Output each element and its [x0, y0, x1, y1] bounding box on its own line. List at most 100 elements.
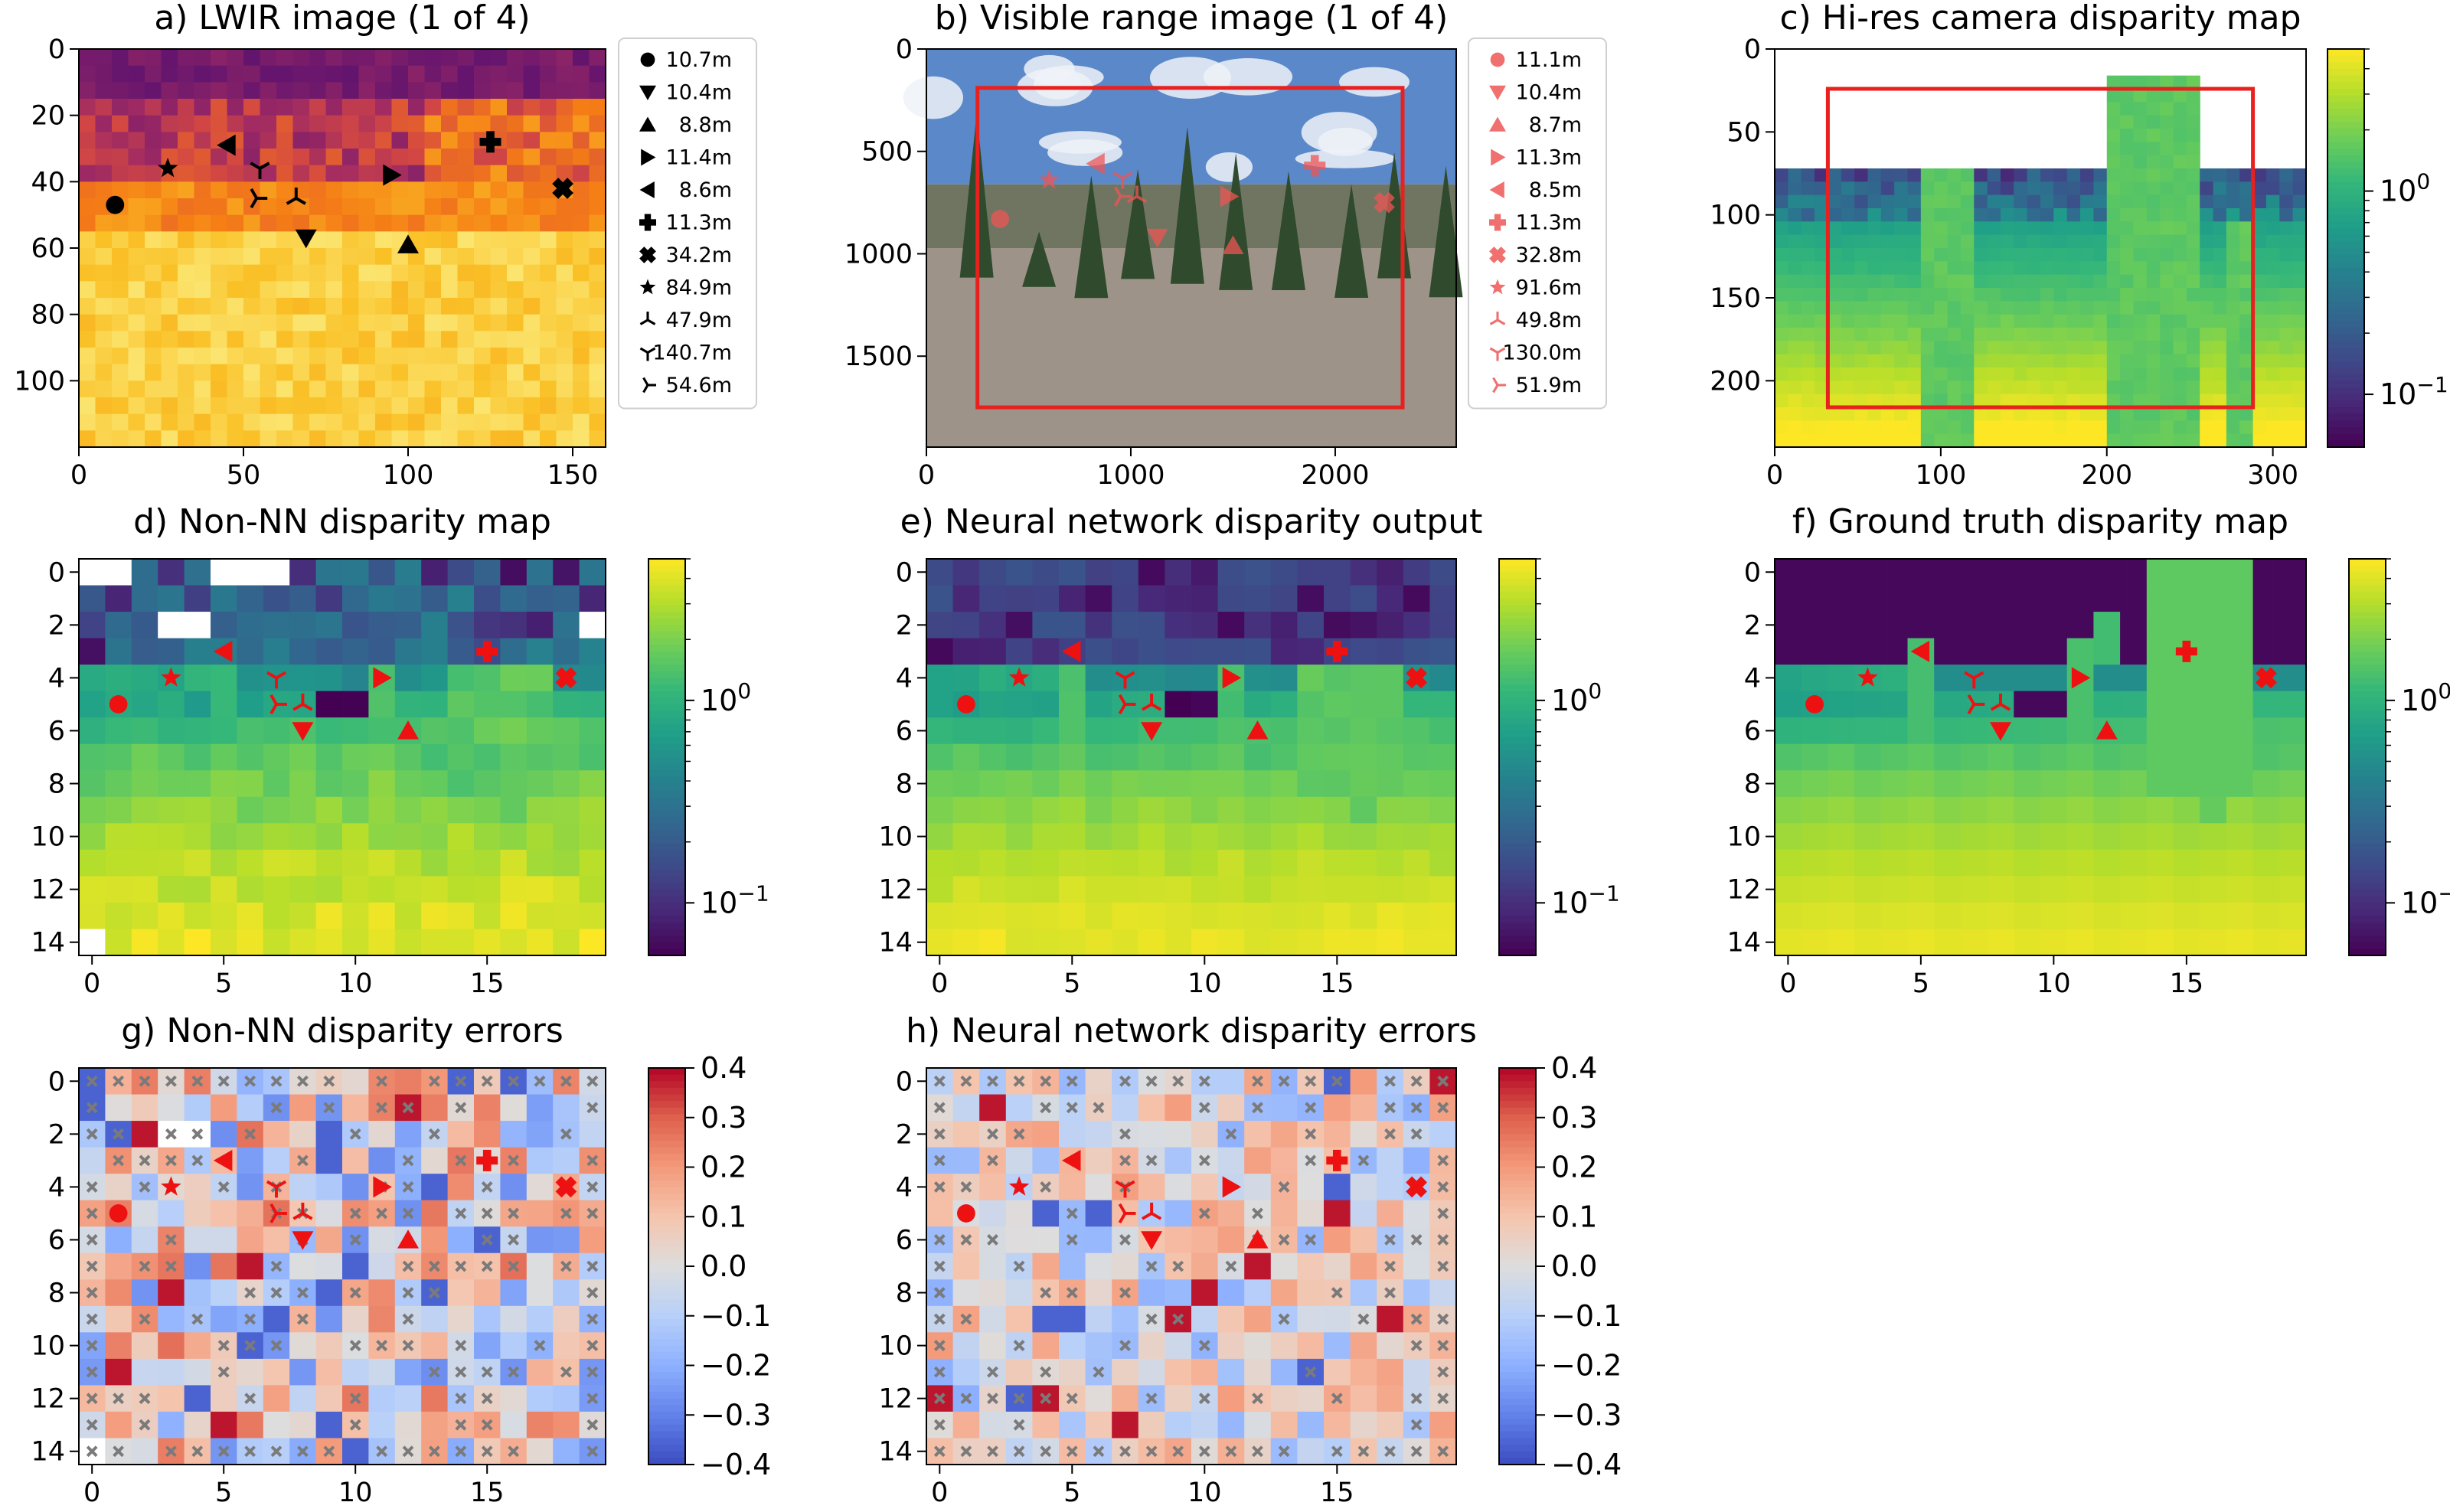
heatmap-cell [289, 902, 317, 930]
heatmap-cell [315, 1358, 343, 1386]
heatmap-cell [2093, 929, 2121, 956]
disparity-pixel [2027, 288, 2041, 302]
disparity-pixel [1880, 221, 1895, 236]
heatmap-cell [1880, 770, 1909, 798]
lwir-pixel [276, 181, 294, 199]
lwir-pixel [194, 314, 211, 331]
lwir-pixel [375, 380, 393, 398]
heatmap-cell [131, 1094, 158, 1122]
lwir-pixel [391, 314, 409, 331]
heatmap-cell [1217, 559, 1245, 586]
colorbar-swatch [2349, 697, 2386, 705]
disparity-pixel [2213, 248, 2227, 262]
lwir-pixel [490, 264, 508, 282]
colorbar-swatch [2328, 374, 2364, 381]
heatmap-cell [1191, 1279, 1219, 1307]
colorbar-tick-label: −0.4 [1551, 1448, 1622, 1481]
disparity-pixel [1907, 314, 1922, 328]
disparity-pixel [1815, 194, 1828, 209]
heatmap-cell [2093, 796, 2121, 824]
heatmap-cell [1297, 743, 1325, 771]
disparity-pixel [2252, 367, 2267, 381]
disparity-pixel [2239, 380, 2254, 395]
colorbar-swatch [2349, 651, 2386, 659]
colorbar-swatch [2328, 162, 2364, 169]
lwir-pixel [309, 298, 327, 315]
marker-plus [1326, 1149, 1348, 1171]
heatmap-cell [1880, 876, 1909, 903]
heatmap-cell [1217, 1094, 1245, 1122]
lwir-pixel [161, 132, 178, 149]
heatmap-cell [1324, 1252, 1351, 1280]
lwir-pixel [573, 314, 590, 331]
colorbar-swatch [2349, 743, 2386, 751]
lwir-pixel [211, 380, 228, 398]
heatmap-cell [1775, 796, 1802, 824]
heatmap-cell [2146, 638, 2174, 665]
lwir-pixel [112, 82, 129, 100]
masked-cell-marker [428, 1128, 440, 1140]
colorbar-tick-label: 10−1 [2380, 372, 2448, 411]
lwir-pixel [507, 198, 524, 216]
heatmap-cell [1907, 612, 1935, 639]
colorbar-swatch [2349, 625, 2386, 632]
heatmap-cell [2066, 796, 2094, 824]
lwir-pixel [424, 99, 442, 116]
marker-tri-right [383, 164, 402, 186]
heatmap-cell [131, 1200, 158, 1227]
heatmap-cell [105, 770, 132, 798]
heatmap-cell [2226, 770, 2254, 798]
disparity-pixel [1867, 181, 1882, 196]
heatmap-cell [1085, 691, 1112, 718]
heatmap-cell [2066, 743, 2094, 771]
masked-cell-marker [455, 1075, 467, 1087]
disparity-pixel [2213, 314, 2227, 328]
masked-cell-marker [1252, 1075, 1263, 1087]
y-tick-label: 0 [1744, 34, 1761, 65]
colorbar-swatch [2349, 849, 2386, 857]
disparity-pixel [2053, 314, 2068, 328]
heatmap-cell [553, 717, 580, 745]
heatmap-cell [184, 1358, 211, 1386]
lwir-pixel [178, 348, 195, 365]
lwir-pixel [441, 348, 459, 365]
heatmap-cell [2093, 743, 2121, 771]
heatmap-cell [500, 1094, 528, 1122]
colorbar-swatch [1499, 883, 1536, 890]
heatmap-cell [1403, 1358, 1430, 1386]
lwir-pixel [178, 165, 195, 182]
heatmap-cell [1350, 1332, 1377, 1360]
y-tick-label: 50 [1726, 117, 1761, 148]
lwir-pixel [276, 149, 294, 166]
lwir-pixel [260, 149, 277, 166]
disparity-pixel [2014, 288, 2028, 302]
heatmap-cell [237, 638, 264, 665]
marker-tri-right [1222, 667, 1242, 689]
heatmap-cell [1960, 743, 1988, 771]
heatmap-cell [315, 902, 343, 930]
heatmap-cell [2066, 638, 2094, 665]
lwir-pixel [227, 298, 244, 315]
lwir-pixel [178, 380, 195, 398]
disparity-pixel [2160, 115, 2174, 129]
lwir-pixel [523, 99, 541, 116]
marker-y-down [1141, 693, 1162, 711]
disparity-pixel [1788, 407, 1802, 421]
disparity-pixel [1947, 221, 1962, 236]
disparity-pixel [2160, 367, 2174, 381]
lwir-pixel [292, 132, 310, 149]
colorbar-swatch [1499, 869, 1536, 877]
masked-cell-marker [481, 1181, 493, 1193]
masked-cell-marker [296, 1287, 309, 1298]
lwir-pixel [408, 264, 426, 282]
heatmap-cell [1880, 585, 1909, 612]
lwir-pixel [309, 149, 327, 166]
lwir-pixel [408, 132, 426, 149]
heatmap-cell [1059, 849, 1086, 877]
colorbar-swatch [648, 896, 685, 903]
masked-cell-marker [1384, 1287, 1396, 1298]
heatmap-cell [2066, 612, 2094, 639]
lwir-pixel [325, 181, 343, 199]
heatmap-cell [2093, 876, 2121, 903]
